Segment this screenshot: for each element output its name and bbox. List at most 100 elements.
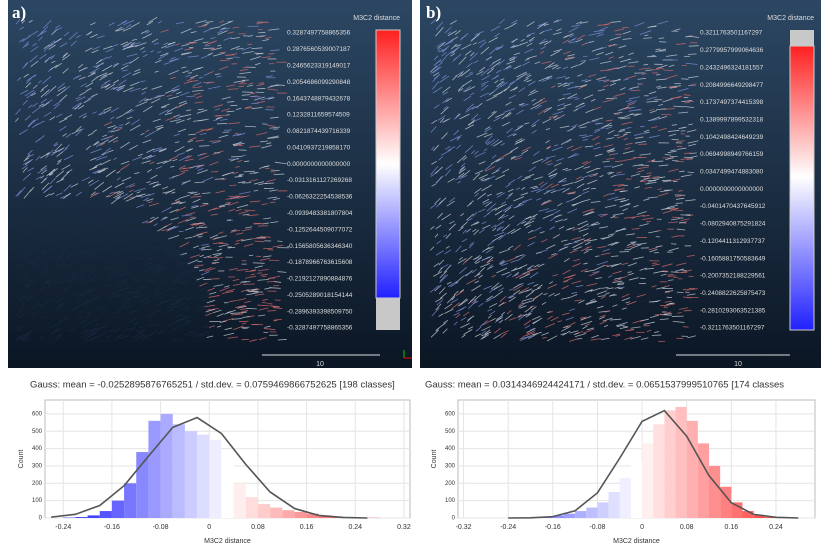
point-cloud-stroke [640,126,645,127]
point-cloud-stroke [277,241,282,242]
x-tick-label: 0.08 [251,524,265,531]
point-cloud-stroke [684,153,691,154]
color-scale-label: 0.1042498424649239 [700,134,764,141]
color-scale-label: -0.2192127890884876 [287,276,353,283]
color-bar-out-of-range [376,298,400,330]
histogram-bar [586,508,597,518]
x-tick-label: 0.16 [300,524,314,531]
histogram-bar [148,421,160,518]
histogram-bar [597,502,608,518]
color-scale-label: -0.1204411312937737 [700,238,765,245]
color-bar-out-of-range [790,30,814,46]
histogram-bar [676,407,687,518]
point-cloud-stroke [278,339,287,340]
point-cloud-stroke [685,292,689,293]
color-scale-label: 0.0821874439716339 [287,128,351,135]
y-tick-label: 400 [32,446,43,452]
color-scale-title: M3C2 distance [353,15,400,22]
histogram-bar [88,515,100,518]
point-cloud-stroke [179,231,184,232]
color-scale-label: 0.2876560539007187 [287,46,351,53]
histogram-bar [185,431,197,518]
color-scale-label: 0.1232811659574509 [287,112,350,119]
histogram-bar [258,504,270,518]
x-tick-label: 0.24 [769,524,783,531]
color-scale-label: 0.0000000000000000 [287,161,351,168]
point-cloud-stroke [679,222,686,223]
color-scale-label: -0.2007352188229561 [700,273,766,280]
color-scale-label: 0.2054686099290848 [287,79,351,86]
color-scale-label: -0.0939483381807804 [287,210,353,217]
histogram-bar [620,478,631,518]
histogram-bar [631,461,642,518]
color-scale-label: -0.1252644509077072 [287,226,353,233]
color-scale-label: -0.1878966763615608 [287,259,353,266]
x-tick-label: 0 [640,524,644,531]
histogram-bar [609,492,620,518]
histogram-bar [209,440,221,518]
x-tick-label: 0.32 [397,524,411,531]
color-scale-label: 0.1737497374415398 [700,99,764,106]
point-cloud-stroke [223,132,230,133]
histogram-bar [653,424,664,518]
histogram-bar [664,410,675,518]
histogram-bar [136,452,148,518]
page: 10 10 a) b) M3C2 distance M3C2 distance … [0,0,821,553]
color-scale-label: 0.2084996649298477 [700,82,764,89]
y-tick-label: 500 [445,429,456,435]
point-cloud-stroke [258,32,265,33]
color-scale-label: -0.3211763501167297 [700,325,765,332]
point-cloud-stroke [644,35,648,36]
color-bar [376,30,400,298]
point-cloud-stroke [673,277,678,278]
panel-label: b) [426,3,441,22]
point-cloud-stroke [238,86,244,87]
color-scale-label: -0.0313161127269268 [287,177,352,184]
color-scale-label: -0.1605881750583649 [700,255,766,262]
point-cloud-stroke [245,126,256,127]
color-scale-label: -0.1565805636346340 [287,243,353,250]
point-cloud-stroke [591,188,596,189]
x-tick-label: -0.24 [500,524,516,531]
histogram-bar [75,517,87,518]
color-scale-label: -0.2408822625875473 [700,290,766,297]
histogram-bar [112,501,124,518]
color-scale-label: -0.0802940875291824 [700,221,766,228]
x-tick-label: 0 [207,524,211,531]
color-scale-label: 0.3211763501167297 [700,30,763,37]
x-axis-label: M3C2 distance [613,538,660,545]
histogram-bar [246,497,258,518]
y-axis-label: Count [431,450,438,469]
color-scale-label: 0.1389997899532318 [700,116,764,123]
color-scale-label: 0.0000000000000000 [700,186,764,193]
point-cloud-stroke [617,284,624,285]
color-scale-label: 0.2779957999064636 [700,47,764,54]
histogram-bar [124,483,136,518]
color-scale-label: 0.0694998949766159 [700,151,764,158]
histogram-title: Gauss: mean = -0.0252895876765251 / std.… [30,380,395,391]
point-cloud-stroke [262,302,267,303]
point-cloud-stroke [623,27,629,28]
color-scale-label: 0.2432496324181557 [700,64,764,71]
histogram-bar [173,424,185,518]
scale-bar-label: 10 [316,361,324,368]
color-scale-label: 0.2465623319149017 [287,62,351,69]
y-tick-label: 600 [32,411,43,417]
x-tick-label: -0.24 [55,524,71,531]
x-tick-label: -0.08 [153,524,169,531]
y-tick-label: 100 [32,498,43,504]
scale-bar-label: 10 [734,361,742,368]
color-scale-label: -0.0626322254538536 [287,194,353,201]
color-scale-title: M3C2 distance [767,15,814,22]
point-cloud-stroke [242,92,253,93]
point-cloud-stroke [657,230,661,231]
color-scale-label: -0.2505289018154144 [287,292,353,299]
y-tick-label: 600 [445,411,456,417]
x-tick-label: -0.08 [589,524,605,531]
histogram-bar [698,443,709,518]
y-tick-label: 300 [32,464,43,470]
panel-label: a) [12,3,26,22]
x-tick-label: -0.32 [456,524,472,531]
point-cloud-stroke [274,319,281,320]
y-tick-label: 200 [445,481,456,487]
